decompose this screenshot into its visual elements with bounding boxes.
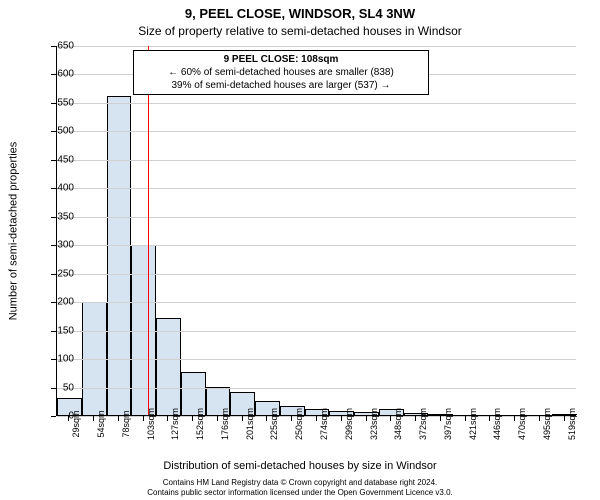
grid-line <box>57 217 576 218</box>
y-tick-label: 200 <box>44 297 74 308</box>
chart-container: 9, PEEL CLOSE, WINDSOR, SL4 3NW Size of … <box>0 0 600 500</box>
callout-line2: 39% of semi-detached houses are larger (… <box>140 79 422 92</box>
x-tick-mark <box>118 416 119 421</box>
x-tick-label: 103sqm <box>146 408 156 440</box>
y-tick-mark <box>51 46 56 47</box>
y-tick-mark <box>51 131 56 132</box>
grid-line <box>57 131 576 132</box>
x-tick-label: 372sqm <box>418 408 428 440</box>
y-tick-label: 500 <box>44 126 74 137</box>
y-tick-label: 600 <box>44 69 74 80</box>
x-tick-mark <box>68 416 69 421</box>
y-tick-mark <box>51 217 56 218</box>
x-tick-label: 299sqm <box>344 408 354 440</box>
x-tick-label: 152sqm <box>195 408 205 440</box>
y-tick-mark <box>51 274 56 275</box>
title-main: 9, PEEL CLOSE, WINDSOR, SL4 3NW <box>0 6 600 21</box>
y-tick-mark <box>51 416 56 417</box>
x-tick-mark <box>390 416 391 421</box>
grid-line <box>57 274 576 275</box>
y-tick-label: 350 <box>44 211 74 222</box>
x-tick-mark <box>366 416 367 421</box>
x-tick-label: 323sqm <box>369 408 379 440</box>
x-tick-label: 348sqm <box>393 408 403 440</box>
y-tick-mark <box>51 245 56 246</box>
title-sub: Size of property relative to semi-detach… <box>0 24 600 38</box>
x-tick-mark <box>514 416 515 421</box>
y-tick-mark <box>51 302 56 303</box>
grid-line <box>57 388 576 389</box>
grid-line <box>57 331 576 332</box>
grid-line <box>57 359 576 360</box>
x-tick-label: 274sqm <box>319 408 329 440</box>
x-tick-mark <box>465 416 466 421</box>
x-tick-label: 250sqm <box>294 408 304 440</box>
marker-line <box>148 46 149 415</box>
footer-text: Contains HM Land Registry data © Crown c… <box>0 478 600 497</box>
y-tick-label: 50 <box>44 382 74 393</box>
callout-box: 9 PEEL CLOSE: 108sqm ← 60% of semi-detac… <box>133 50 429 95</box>
grid-line <box>57 302 576 303</box>
y-tick-label: 150 <box>44 325 74 336</box>
callout-title: 9 PEEL CLOSE: 108sqm <box>140 53 422 66</box>
x-tick-mark <box>341 416 342 421</box>
grid-line <box>57 46 576 47</box>
grid-line <box>57 160 576 161</box>
y-tick-mark <box>51 388 56 389</box>
x-tick-mark <box>564 416 565 421</box>
y-tick-mark <box>51 160 56 161</box>
x-tick-label: 495sqm <box>542 408 552 440</box>
x-tick-mark <box>93 416 94 421</box>
histogram-bar <box>156 318 181 415</box>
x-tick-mark <box>143 416 144 421</box>
y-axis-label: Number of semi-detached properties <box>6 46 20 416</box>
y-tick-label: 250 <box>44 268 74 279</box>
y-tick-label: 650 <box>44 41 74 52</box>
x-tick-label: 519sqm <box>567 408 577 440</box>
grid-line <box>57 188 576 189</box>
x-tick-mark <box>242 416 243 421</box>
x-tick-mark <box>489 416 490 421</box>
x-tick-mark <box>217 416 218 421</box>
x-tick-mark <box>539 416 540 421</box>
x-tick-mark <box>192 416 193 421</box>
y-tick-mark <box>51 103 56 104</box>
grid-line <box>57 103 576 104</box>
y-tick-mark <box>51 74 56 75</box>
x-tick-label: 397sqm <box>443 408 453 440</box>
x-tick-mark <box>415 416 416 421</box>
x-tick-label: 225sqm <box>269 408 279 440</box>
x-tick-label: 470sqm <box>517 408 527 440</box>
y-tick-mark <box>51 188 56 189</box>
x-tick-label: 421sqm <box>468 408 478 440</box>
x-tick-label: 127sqm <box>170 408 180 440</box>
x-tick-mark <box>266 416 267 421</box>
x-tick-label: 201sqm <box>245 408 255 440</box>
grid-line <box>57 245 576 246</box>
y-tick-label: 300 <box>44 240 74 251</box>
x-tick-label: 54sqm <box>96 410 106 437</box>
histogram-bar <box>107 96 132 415</box>
x-tick-mark <box>291 416 292 421</box>
x-tick-mark <box>316 416 317 421</box>
y-tick-label: 450 <box>44 154 74 165</box>
y-tick-label: 0 <box>44 411 74 422</box>
y-tick-mark <box>51 331 56 332</box>
x-tick-mark <box>440 416 441 421</box>
plot-area: 9 PEEL CLOSE: 108sqm ← 60% of semi-detac… <box>56 46 576 416</box>
callout-line1: ← 60% of semi-detached houses are smalle… <box>140 66 422 79</box>
y-tick-mark <box>51 359 56 360</box>
x-tick-mark <box>167 416 168 421</box>
y-tick-label: 400 <box>44 183 74 194</box>
y-tick-label: 550 <box>44 97 74 108</box>
x-tick-label: 446sqm <box>492 408 502 440</box>
y-tick-label: 100 <box>44 354 74 365</box>
x-tick-label: 176sqm <box>220 408 230 440</box>
x-tick-label: 29sqm <box>71 410 81 437</box>
x-tick-label: 78sqm <box>121 410 131 437</box>
x-axis-label: Distribution of semi-detached houses by … <box>0 460 600 472</box>
